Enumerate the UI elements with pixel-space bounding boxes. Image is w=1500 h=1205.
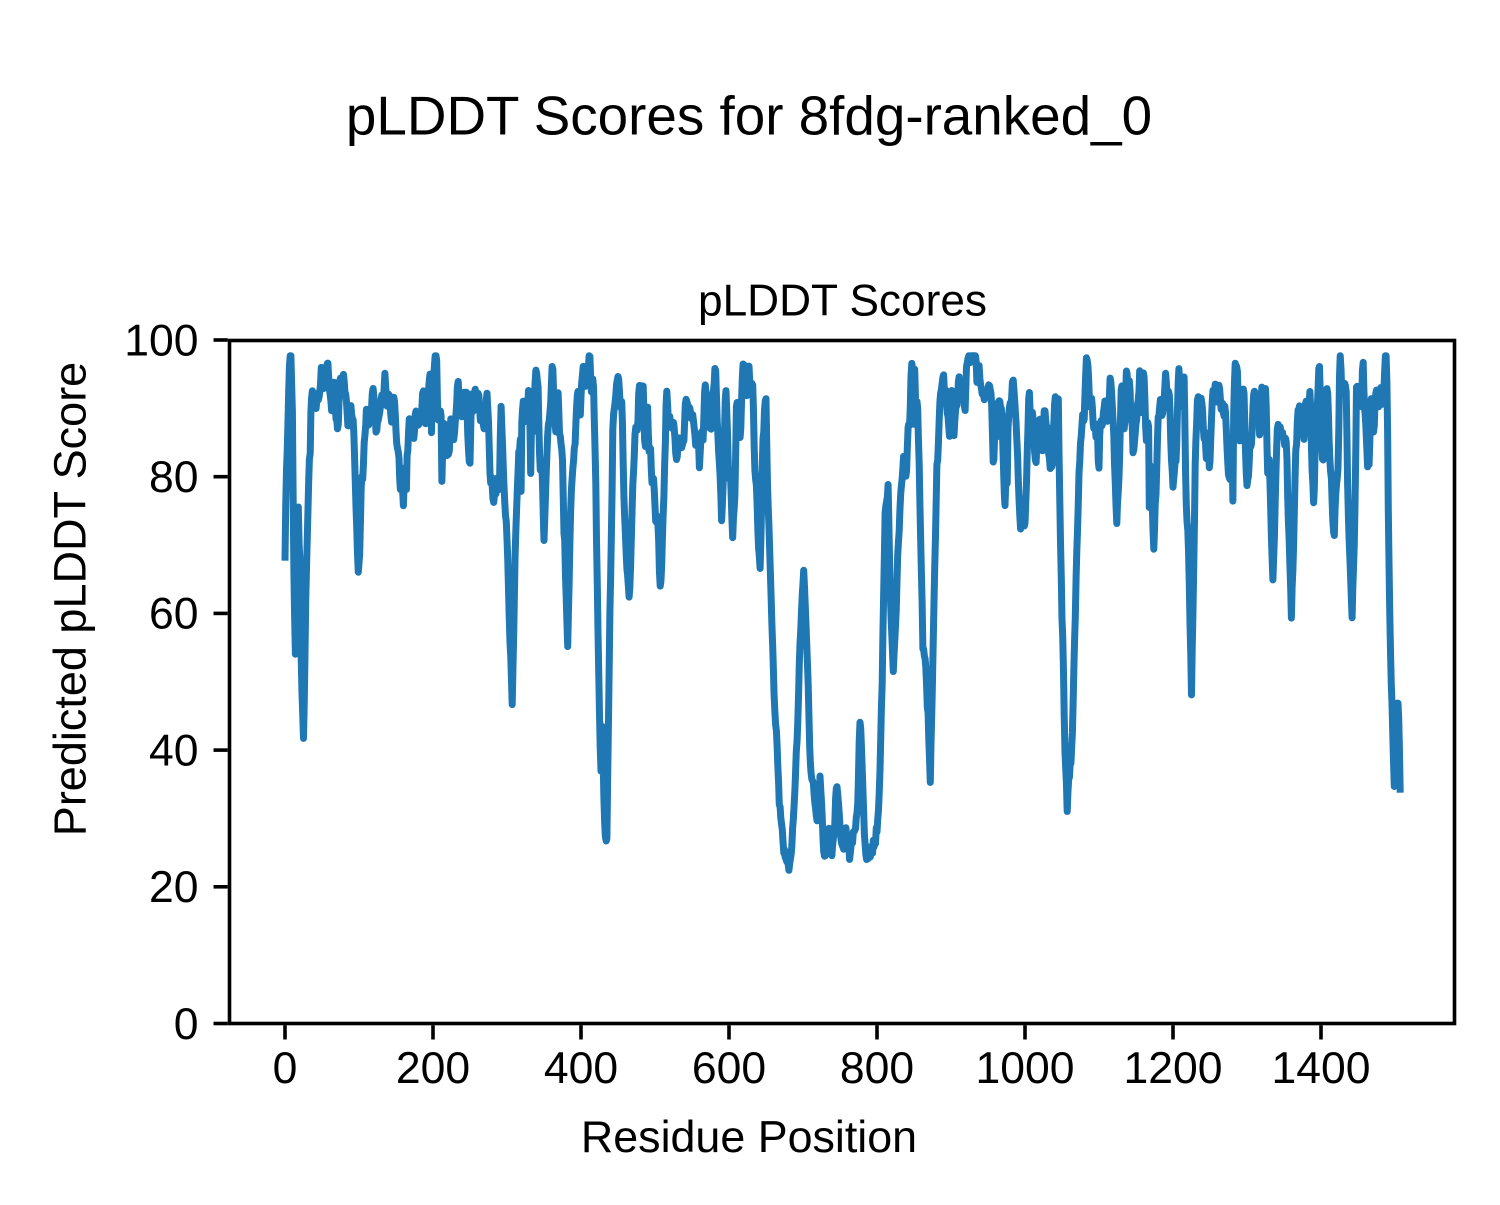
svg-text:600: 600 xyxy=(692,1044,766,1093)
svg-text:pLDDT Scores for 8fdg-ranked_0: pLDDT Scores for 8fdg-ranked_0 xyxy=(346,84,1152,146)
svg-text:400: 400 xyxy=(544,1044,618,1093)
svg-text:1000: 1000 xyxy=(976,1044,1075,1093)
svg-text:Predicted pLDDT Score: Predicted pLDDT Score xyxy=(45,362,96,836)
svg-text:100: 100 xyxy=(124,316,198,365)
svg-text:800: 800 xyxy=(840,1044,914,1093)
svg-text:Residue Position: Residue Position xyxy=(581,1112,917,1162)
svg-text:1200: 1200 xyxy=(1124,1044,1223,1093)
svg-text:80: 80 xyxy=(149,453,199,502)
svg-text:pLDDT Scores: pLDDT Scores xyxy=(698,276,987,325)
svg-text:0: 0 xyxy=(174,1000,199,1049)
svg-text:200: 200 xyxy=(396,1044,470,1093)
svg-text:20: 20 xyxy=(149,863,199,912)
svg-text:1400: 1400 xyxy=(1272,1044,1371,1093)
svg-text:60: 60 xyxy=(149,590,199,639)
svg-text:40: 40 xyxy=(149,726,199,775)
svg-text:0: 0 xyxy=(273,1044,298,1093)
